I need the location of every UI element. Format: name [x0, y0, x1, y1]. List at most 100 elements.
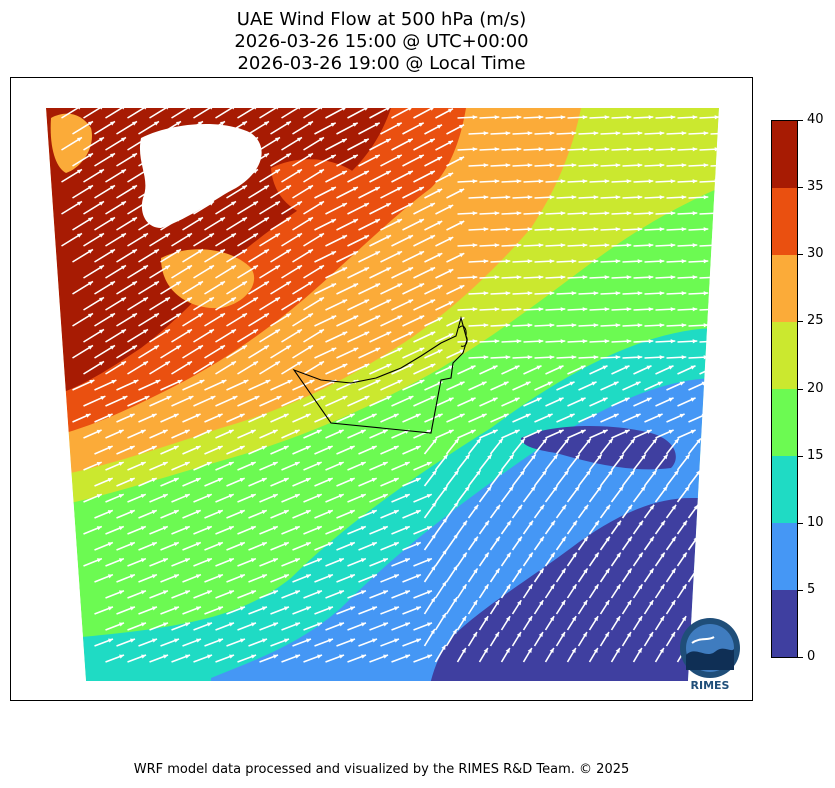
- wind-vector-head: [107, 510, 113, 515]
- wind-vector-head: [164, 169, 170, 174]
- wind-vector-head: [561, 600, 566, 606]
- wind-vector-head: [415, 478, 421, 482]
- wind-vector-head: [318, 329, 324, 334]
- wind-vector-head: [230, 105, 236, 110]
- wind-vector-head: [371, 478, 377, 482]
- wind-vector-head: [316, 558, 322, 563]
- wind-vector-head: [385, 203, 391, 208]
- wind-vector-head: [283, 574, 289, 579]
- wind-vector-head: [527, 227, 533, 232]
- wind-vector-head: [272, 622, 278, 627]
- wind-vector-head: [239, 606, 245, 611]
- wind-vector-head: [613, 381, 619, 386]
- wind-vector-head: [177, 380, 183, 384]
- wind-vector-head: [162, 590, 168, 595]
- wind-vector-head: [252, 265, 258, 270]
- wind-vector-head: [164, 233, 170, 238]
- wind-vector-head: [547, 381, 553, 386]
- wind-vector-head: [98, 137, 104, 142]
- wind-vector-head: [407, 171, 413, 175]
- wind-vector-head: [109, 185, 115, 190]
- wind-vector-head: [693, 536, 698, 542]
- wind-vector-head: [626, 275, 632, 280]
- wind-vector-head: [285, 281, 291, 286]
- wind-vector-head: [637, 355, 643, 360]
- wind-vector-head: [230, 297, 236, 302]
- wind-vector-head: [239, 574, 245, 579]
- wind-vector-head: [582, 275, 588, 280]
- wind-vector-head: [432, 470, 437, 476]
- wind-vector-head: [703, 323, 709, 328]
- wind-vector-head: [316, 526, 322, 531]
- wind-vector-head: [652, 470, 657, 476]
- wind-vector-head: [582, 147, 588, 152]
- wind-vector-head: [657, 381, 663, 386]
- wind-vector-head: [285, 153, 291, 158]
- wind-vector-head: [604, 307, 610, 312]
- wind-vector-head: [646, 429, 652, 434]
- wind-vector-head: [219, 153, 225, 158]
- wind-vector-head: [338, 462, 344, 466]
- wind-vector-head: [452, 629, 457, 635]
- wind-vector-head: [419, 347, 425, 352]
- wind-vector-head: [637, 323, 643, 328]
- wind-vector-head: [662, 486, 668, 492]
- wind-vector-head: [393, 510, 399, 515]
- wind-vector-head: [404, 526, 410, 531]
- wind-vector-head: [419, 315, 425, 320]
- wind-vector-head: [76, 105, 82, 110]
- wind-vector-head: [593, 647, 598, 653]
- wind-vector-head: [582, 243, 588, 248]
- wind-vector-head: [239, 510, 245, 515]
- wind-vector-head: [393, 606, 399, 611]
- logo-text: RIMES: [691, 679, 730, 692]
- wind-vector-head: [162, 622, 168, 627]
- wind-vector-head: [330, 154, 336, 159]
- wind-vector-head: [109, 249, 115, 254]
- wind-vector-head: [294, 590, 300, 595]
- wind-vector-head: [538, 115, 544, 120]
- wind-vector-head: [98, 329, 104, 334]
- wind-vector-head: [538, 179, 544, 184]
- wind-vector-head: [164, 105, 170, 110]
- wind-vector-head: [454, 470, 459, 476]
- wind-vector-head: [230, 265, 236, 270]
- wind-vector-head: [641, 454, 646, 460]
- wind-vector-head: [173, 574, 179, 579]
- wind-vector-head: [492, 365, 498, 370]
- wind-vector-head: [459, 381, 465, 386]
- wind-vector-head: [649, 536, 654, 542]
- wind-vector-head: [195, 574, 201, 579]
- wind-vector-head: [296, 201, 302, 206]
- wind-vector-head: [516, 307, 522, 312]
- wind-vector-head: [186, 233, 192, 238]
- wind-vector-head: [76, 137, 82, 142]
- wind-vector-head: [217, 574, 223, 579]
- wind-vector-head: [527, 323, 533, 328]
- wind-vector-head: [659, 131, 665, 136]
- wind-vector-head: [142, 105, 148, 110]
- wind-vector-head: [571, 647, 576, 653]
- wind-vector-head: [396, 154, 402, 159]
- wind-vector-head: [670, 632, 675, 638]
- wind-vector-head: [483, 163, 489, 168]
- wind-vector-head: [98, 105, 104, 110]
- wind-vector-head: [657, 413, 663, 418]
- wind-vector-head: [397, 283, 403, 288]
- colorbar-segment: [772, 389, 797, 456]
- wind-vector-head: [318, 105, 324, 110]
- wind-vector-head: [252, 169, 258, 174]
- wind-vector-head: [393, 574, 399, 579]
- wind-vector-head: [327, 413, 333, 418]
- wind-vector-head: [472, 632, 477, 638]
- wind-vector-head: [140, 590, 146, 595]
- wind-vector-head: [452, 597, 458, 603]
- wind-vector-head: [527, 195, 533, 200]
- wind-vector-head: [583, 568, 588, 574]
- wind-vector-head: [118, 462, 124, 466]
- wind-vector-head: [462, 552, 467, 558]
- wind-vector-head: [162, 429, 168, 434]
- wind-vector-head: [637, 291, 643, 296]
- title-line-1: UAE Wind Flow at 500 hPa (m/s): [236, 9, 527, 30]
- wind-vector-head: [140, 462, 146, 466]
